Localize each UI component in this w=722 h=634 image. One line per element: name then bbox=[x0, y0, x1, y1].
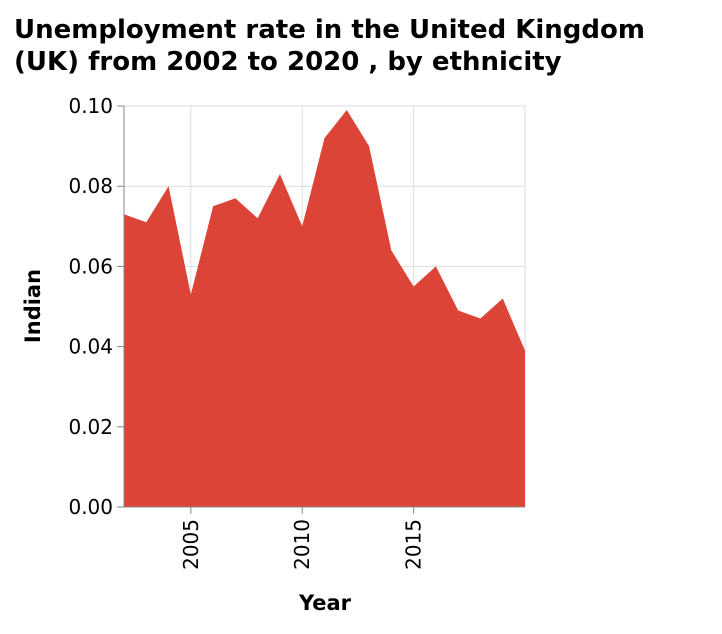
y-tick-label: 0.10 bbox=[68, 94, 113, 118]
y-tick-label: 0.06 bbox=[68, 254, 113, 278]
y-tick-label: 0.04 bbox=[68, 335, 113, 359]
axes: 0.00 0.02 0.04 0.06 0.08 0.10 2005 2010 2015 bbox=[68, 94, 525, 570]
y-tick-label: 0.00 bbox=[68, 495, 113, 519]
x-axis-title: Year bbox=[298, 591, 352, 615]
x-tick-label: 2010 bbox=[290, 519, 314, 570]
area-layer bbox=[123, 109, 526, 507]
area-series-indian bbox=[124, 110, 525, 507]
chart-title-line-2: (UK) from 2002 to 2020 , by ethnicity bbox=[14, 47, 562, 77]
y-tick-label: 0.08 bbox=[68, 174, 113, 198]
y-axis-title: Indian bbox=[21, 269, 45, 343]
chart-title-line-1: Unemployment rate in the United Kingdom bbox=[14, 15, 645, 45]
x-tick-label: 2005 bbox=[179, 519, 203, 570]
x-tick-label: 2015 bbox=[402, 519, 426, 570]
chart-title: Unemployment rate in the United Kingdom … bbox=[14, 14, 714, 78]
y-tick-label: 0.02 bbox=[68, 415, 113, 439]
